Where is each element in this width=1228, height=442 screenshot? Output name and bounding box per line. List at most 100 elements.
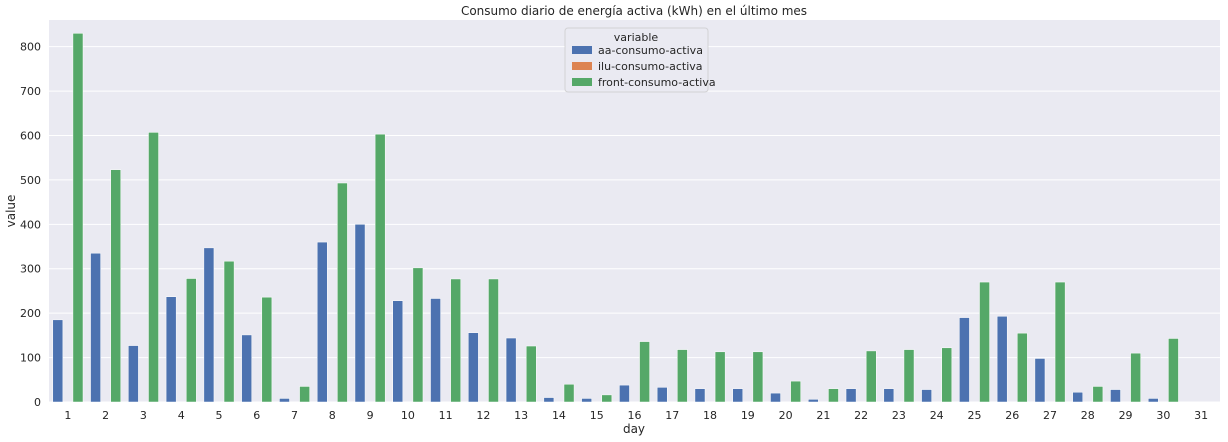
bar-aa-consumo-activa-day-18 [694, 388, 706, 403]
bar-front-consumo-activa-day-14 [563, 383, 575, 403]
x-tick-label: 20 [779, 409, 793, 422]
bar-front-consumo-activa-day-7 [299, 386, 310, 403]
bar-aa-consumo-activa-day-8 [316, 241, 328, 403]
y-tick-label: 300 [20, 263, 41, 276]
x-tick-label: 4 [178, 409, 185, 422]
x-tick-label: 8 [329, 409, 336, 422]
bar-aa-consumo-activa-day-29 [1110, 389, 1121, 403]
y-tick-label: 0 [34, 396, 41, 409]
bar-aa-consumo-activa-day-16 [619, 384, 630, 403]
legend: variable aa-consumo-activa ilu-consumo-ac… [564, 27, 716, 93]
x-tick-label: 2 [102, 409, 109, 422]
y-tick-label: 200 [20, 307, 41, 320]
y-tick-label: 400 [20, 218, 41, 231]
bar-aa-consumo-activa-day-14 [543, 397, 555, 403]
bar-aa-consumo-activa-day-25 [959, 317, 970, 403]
legend-box [564, 27, 709, 93]
x-tick-label: 15 [590, 409, 604, 422]
bar-front-consumo-activa-day-19 [752, 351, 764, 403]
bar-front-consumo-activa-day-18 [714, 351, 726, 403]
x-tick-label: 30 [1156, 409, 1170, 422]
legend-label-ilu-consumo-activa: ilu-consumo-activa [598, 60, 703, 73]
bar-aa-consumo-activa-day-17 [656, 387, 668, 403]
bar-front-consumo-activa-day-22 [865, 350, 877, 403]
bar-aa-consumo-activa-day-24 [921, 389, 932, 403]
bar-aa-consumo-activa-day-9 [354, 224, 366, 403]
y-tick-label: 800 [20, 41, 41, 54]
bar-aa-consumo-activa-day-3 [128, 345, 139, 403]
bar-front-consumo-activa-day-21 [828, 388, 839, 403]
bar-front-consumo-activa-day-17 [677, 349, 688, 403]
bar-front-consumo-activa-day-15 [601, 394, 613, 403]
bar-front-consumo-activa-day-13 [525, 345, 537, 403]
bar-aa-consumo-activa-day-15 [581, 398, 592, 403]
legend-title: variable [614, 31, 659, 44]
y-tick-label: 600 [20, 129, 41, 142]
x-tick-label: 5 [215, 409, 222, 422]
bar-aa-consumo-activa-day-11 [430, 298, 441, 403]
x-tick-label: 28 [1081, 409, 1095, 422]
legend-swatch-aa-consumo-activa [572, 46, 592, 54]
bar-aa-consumo-activa-day-1 [52, 319, 64, 403]
legend-items: aa-consumo-activa ilu-consumo-activa front… [572, 44, 716, 89]
bar-aa-consumo-activa-day-20 [770, 392, 781, 403]
bar-front-consumo-activa-day-20 [790, 380, 801, 403]
y-tick-label: 700 [20, 85, 41, 98]
x-tick-label: 25 [967, 409, 981, 422]
x-tick-label: 16 [628, 409, 642, 422]
bar-aa-consumo-activa-day-28 [1072, 391, 1084, 403]
bar-front-consumo-activa-day-1 [72, 33, 84, 403]
x-tick-label: 18 [703, 409, 717, 422]
bar-front-consumo-activa-day-26 [1017, 332, 1028, 403]
y-tick-label: 100 [20, 352, 41, 365]
x-tick-labels: 1 2 3 4 5 6 7 8 9 10 11 12 13 14 15 16 17 18 19 20 21 22 23 24 2… [64, 409, 1208, 422]
bar-aa-consumo-activa-day-4 [165, 296, 177, 403]
bar-aa-consumo-activa-day-5 [203, 247, 215, 403]
x-axis-label: day [623, 422, 645, 436]
bar-aa-consumo-activa-day-19 [732, 388, 744, 403]
bar-front-consumo-activa-day-3 [148, 132, 159, 403]
bar-front-consumo-activa-day-8 [337, 182, 348, 403]
bar-front-consumo-activa-day-25 [979, 281, 990, 403]
bar-front-consumo-activa-day-27 [1054, 281, 1066, 403]
bar-aa-consumo-activa-day-30 [1147, 398, 1159, 403]
y-tick-labels: 0 100 200 300 400 500 600 700 800 [20, 41, 41, 409]
legend-label-front-consumo-activa: front-consumo-activa [598, 76, 716, 89]
x-tick-label: 26 [1005, 409, 1019, 422]
x-tick-label: 7 [291, 409, 298, 422]
x-tick-label: 12 [476, 409, 490, 422]
x-tick-label: 24 [930, 409, 944, 422]
bar-aa-consumo-activa-day-2 [90, 252, 101, 403]
bar-front-consumo-activa-day-10 [412, 267, 424, 403]
legend-swatch-front-consumo-activa [572, 78, 592, 86]
bar-aa-consumo-activa-day-22 [845, 388, 857, 403]
chart-title: Consumo diario de energía activa (kWh) e… [461, 4, 807, 18]
x-tick-label: 29 [1119, 409, 1133, 422]
bar-front-consumo-activa-day-12 [488, 278, 499, 403]
x-tick-label: 21 [816, 409, 830, 422]
x-tick-label: 9 [367, 409, 374, 422]
bar-aa-consumo-activa-day-7 [279, 398, 290, 403]
y-axis-label: value [4, 195, 18, 228]
x-tick-label: 11 [439, 409, 453, 422]
bar-front-consumo-activa-day-9 [374, 133, 386, 403]
x-tick-label: 31 [1194, 409, 1208, 422]
bar-front-consumo-activa-day-4 [185, 278, 197, 403]
legend-swatch-ilu-consumo-activa [572, 62, 592, 70]
bar-aa-consumo-activa-day-23 [883, 388, 895, 403]
x-tick-label: 10 [401, 409, 415, 422]
bars [52, 33, 1179, 403]
x-tick-label: 17 [665, 409, 679, 422]
bar-front-consumo-activa-day-28 [1092, 386, 1104, 403]
bar-front-consumo-activa-day-29 [1130, 352, 1141, 403]
y-tick-label: 500 [20, 174, 41, 187]
x-tick-label: 23 [892, 409, 906, 422]
bar-aa-consumo-activa-day-6 [241, 334, 252, 403]
x-tick-label: 14 [552, 409, 566, 422]
x-tick-label: 3 [140, 409, 147, 422]
bar-aa-consumo-activa-day-12 [468, 332, 479, 403]
bar-front-consumo-activa-day-6 [261, 296, 273, 403]
bar-aa-consumo-activa-day-21 [808, 399, 819, 403]
bar-aa-consumo-activa-day-26 [996, 316, 1008, 403]
